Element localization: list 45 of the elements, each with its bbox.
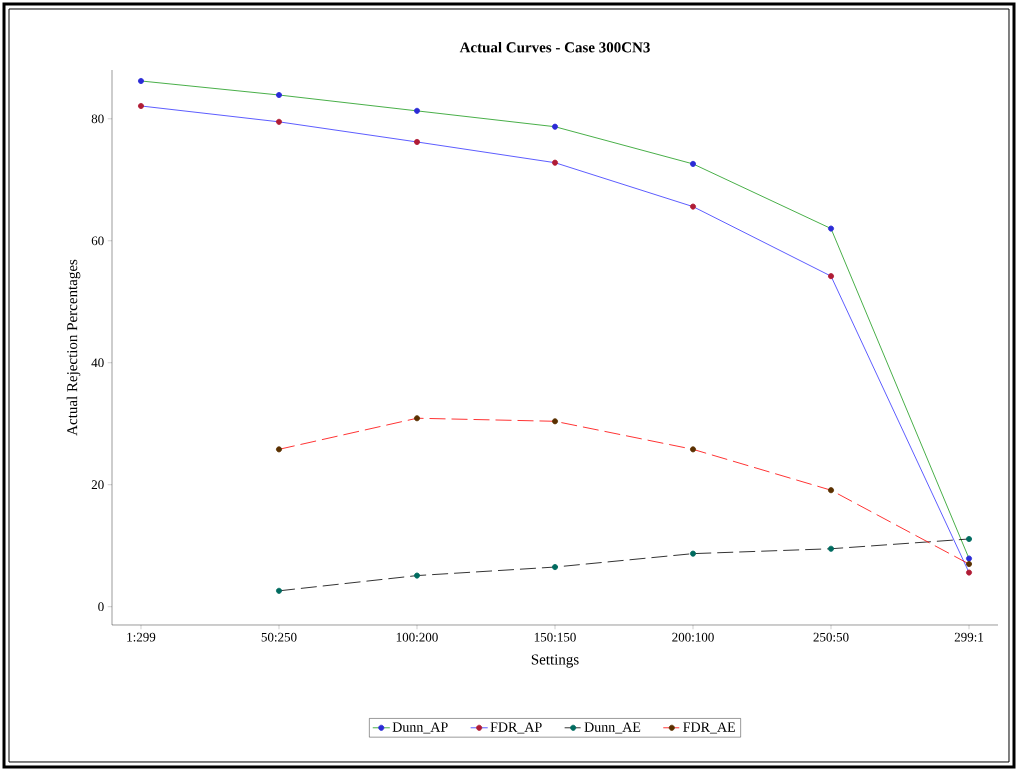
y-tick-label: 80 [91,114,104,124]
x-axis-title: Settings [531,654,579,668]
point [690,160,697,167]
x-tick-label: 250:50 [813,632,849,642]
point [828,273,835,280]
point [414,572,420,579]
point [276,92,282,98]
point [828,487,835,494]
point [690,446,697,453]
point [828,225,835,232]
point [690,550,697,557]
x-tick-label: 200:100 [672,632,714,642]
point [276,118,282,125]
point [276,587,282,594]
point [414,138,420,145]
point [690,203,697,210]
y-tick-label: 20 [91,480,104,490]
legend-label: FDR_AP [490,722,542,734]
point [552,564,558,571]
legend-label: FDR_AE [683,722,735,734]
point [414,415,420,422]
point [966,561,973,567]
legend-label: Dunn_AP [392,722,448,734]
point [966,555,973,562]
y-tick-label: 40 [91,358,104,368]
point [552,159,558,166]
x-tick-label: 1:299 [127,632,156,642]
point [137,77,144,84]
point [966,569,973,576]
point [552,123,558,130]
point [966,536,973,542]
x-tick-label: 299:1 [954,632,984,642]
x-tick-label: 50:250 [261,632,297,642]
y-tick-label: 60 [91,236,104,246]
point [137,102,144,109]
point [552,418,558,425]
point [828,545,835,552]
point [414,107,420,114]
legend-label: Dunn_AE [584,722,641,734]
x-tick-label: 100:200 [396,632,438,642]
point [276,446,282,453]
y-axis-title: Actual Rejection Percentages [66,259,81,436]
chart-title: Actual Curves - Case 300CN3 [459,41,650,53]
y-tick-label: 0 [98,602,104,612]
x-tick-label: 150:150 [534,632,576,642]
